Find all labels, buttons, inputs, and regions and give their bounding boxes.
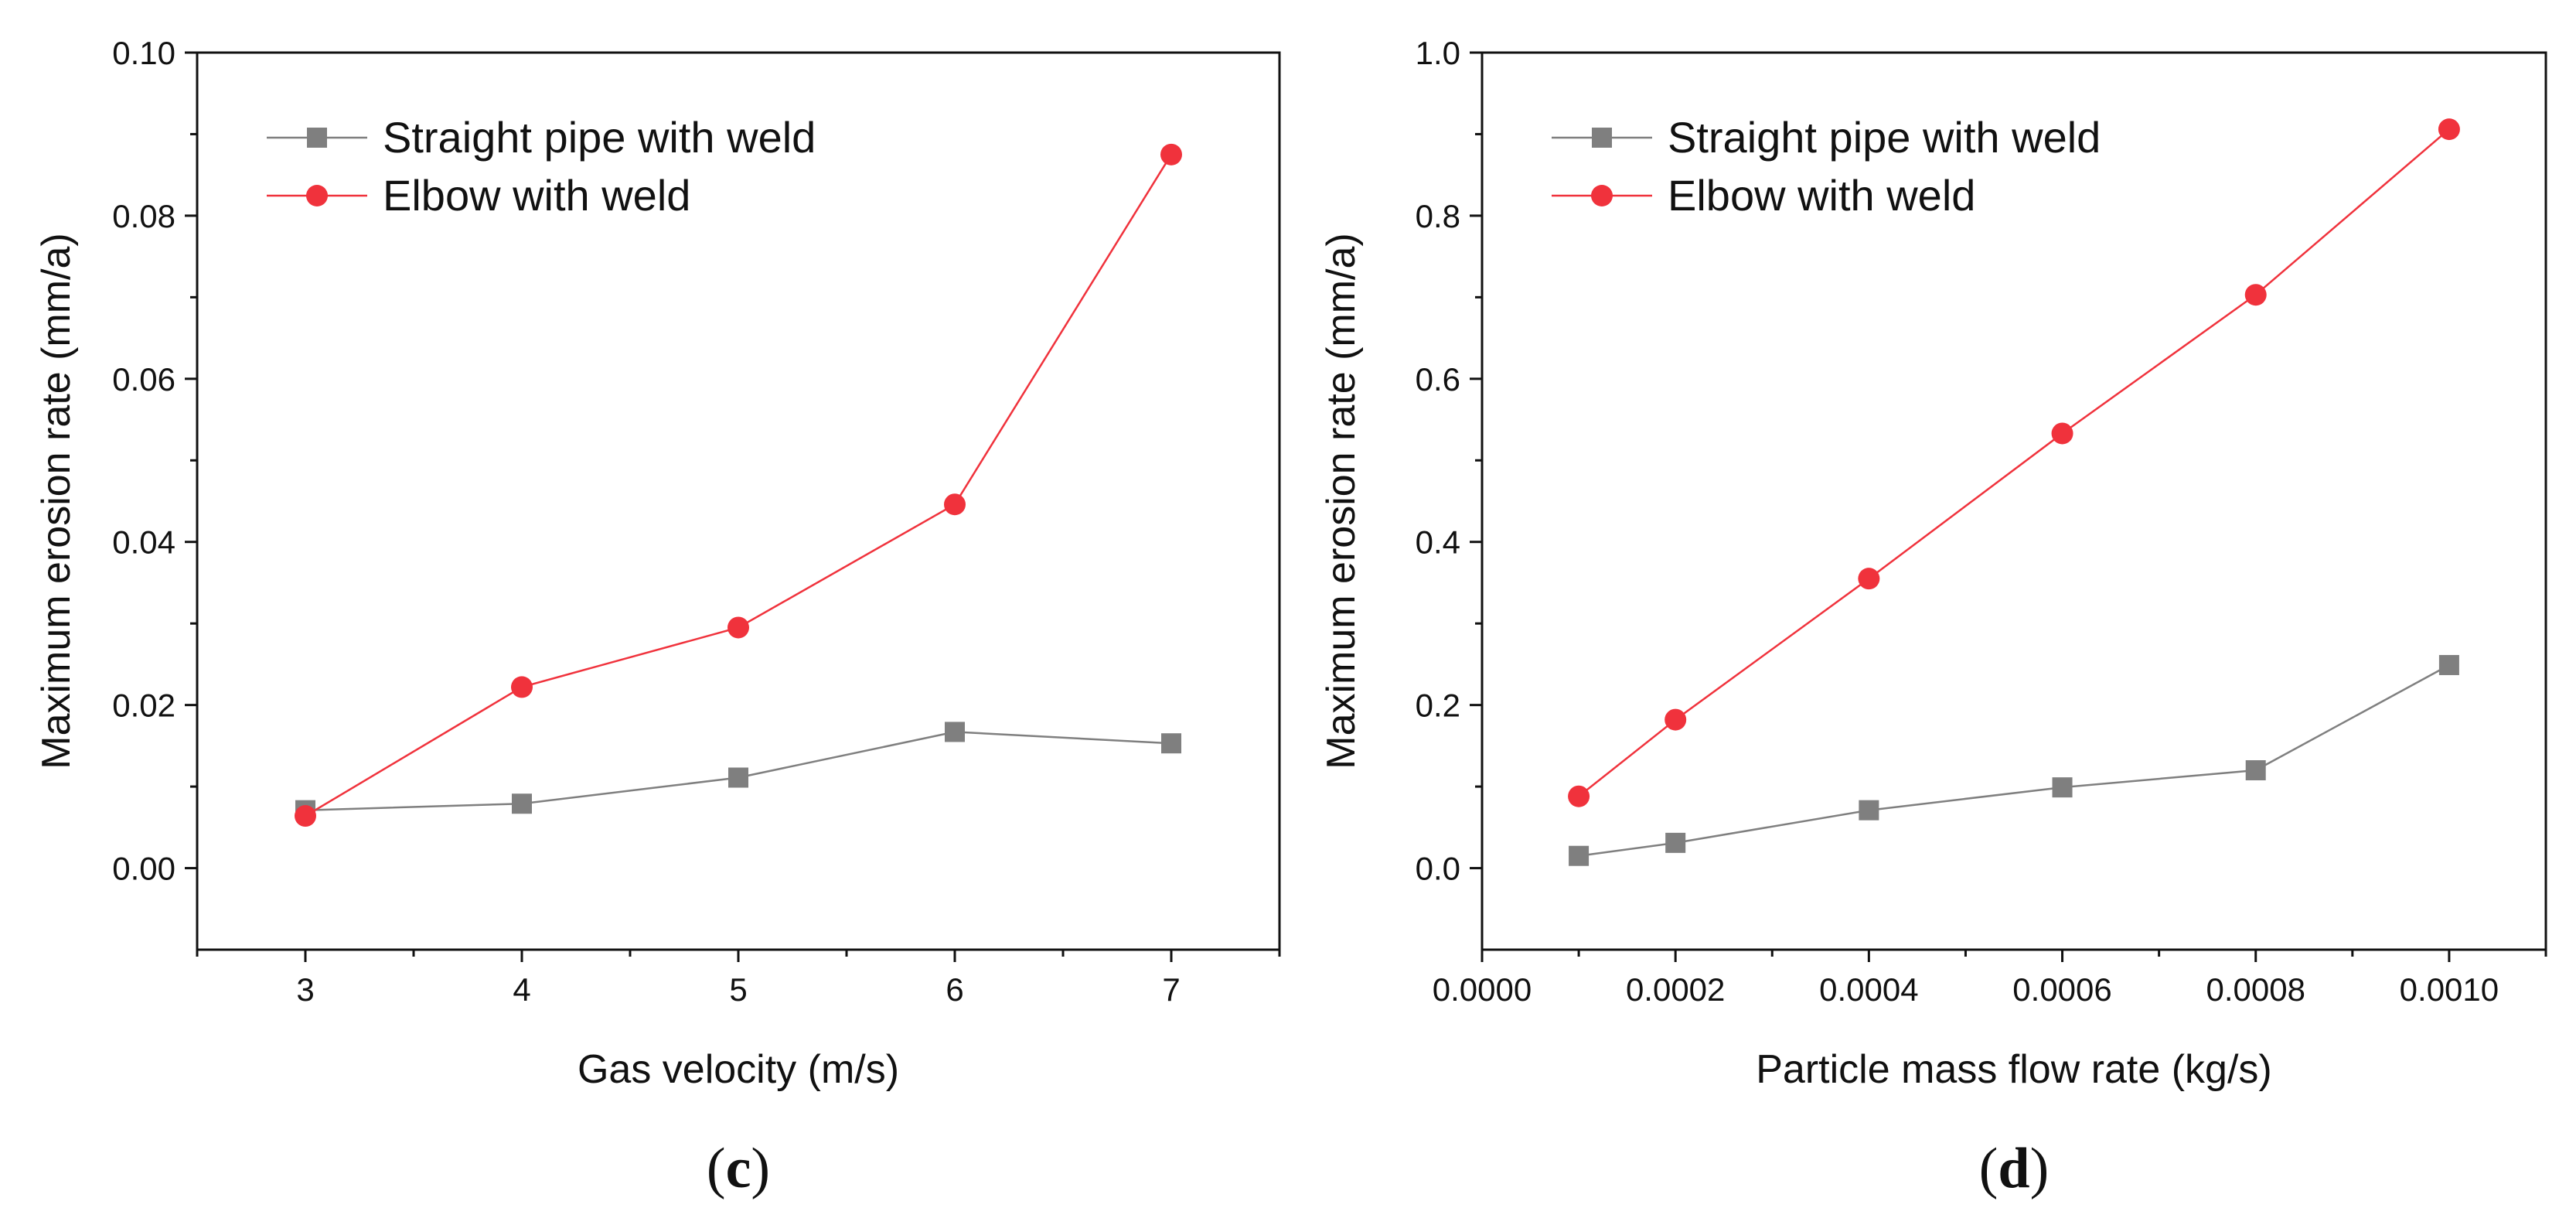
- x-tick-label: 0.0008: [2206, 971, 2305, 1008]
- plot-frame: [1481, 51, 2547, 951]
- y-tick-label: 0.2: [1416, 688, 1460, 724]
- y-axis-title: Maximum erosion rate (mm/a): [1319, 233, 1364, 769]
- data-point-square: [1859, 800, 1879, 821]
- x-tick-label: 6: [946, 971, 963, 1008]
- data-point-circle: [511, 676, 533, 698]
- legend-label: Straight pipe with weld: [1668, 113, 2101, 162]
- data-point-square: [945, 722, 965, 742]
- data-point-square: [2052, 777, 2073, 798]
- data-point-circle: [1568, 785, 1590, 807]
- y-tick-label: 0.6: [1416, 361, 1460, 398]
- data-point-square: [1665, 832, 1686, 853]
- y-tick-label: 0.10: [112, 35, 175, 71]
- data-point-circle: [1160, 143, 1182, 165]
- y-tick-label: 0.04: [112, 524, 175, 561]
- x-tick-label: 0.0002: [1626, 971, 1725, 1008]
- series-line-circle: [305, 154, 1173, 817]
- x-tick-label: 4: [513, 971, 530, 1008]
- x-tick-label: 0.0010: [2400, 971, 2499, 1008]
- y-tick-label: 0.06: [112, 361, 175, 398]
- data-point-circle: [295, 805, 316, 827]
- legend-label: Straight pipe with weld: [383, 113, 816, 162]
- panel-label: (c): [707, 1137, 770, 1200]
- y-tick-label: 0.0: [1416, 851, 1460, 887]
- chart-panel-d: 0.0 0.2 0.4 0.6 0.8 1.0 0.0000 0.0002 0.0004 0.00…: [1319, 35, 2547, 1200]
- x-axis-title: Particle mass flow rate (kg/s): [1756, 1047, 2272, 1092]
- x-tick-label: 3: [296, 971, 314, 1008]
- chart-panel-c: 0.00 0.02 0.04 0.06 0.08 0.10 3 4 5 6 7 Gas velocit…: [34, 35, 1281, 1200]
- x-tick-label: 0.0000: [1433, 971, 1532, 1008]
- y-axis-title: Maximum erosion rate (mm/a): [34, 233, 79, 769]
- data-point-square: [1569, 845, 1590, 866]
- data-point-circle: [944, 493, 966, 516]
- x-tick-label: 5: [729, 971, 747, 1008]
- data-point-circle: [2244, 284, 2267, 306]
- y-tick-label: 0.4: [1416, 524, 1460, 561]
- legend-label: Elbow with weld: [383, 171, 690, 220]
- x-tick-label: 0.0004: [1819, 971, 1918, 1008]
- y-tick-label: 1.0: [1416, 35, 1460, 71]
- data-point-square: [728, 767, 748, 788]
- legend-label: Elbow with weld: [1668, 171, 1975, 220]
- y-tick-label: 0.08: [112, 198, 175, 234]
- series-line-square: [1578, 664, 2450, 857]
- data-point-circle: [2438, 118, 2460, 141]
- x-tick-label: 7: [1162, 971, 1180, 1008]
- data-point-circle: [2051, 422, 2073, 445]
- legend-marker-square: [307, 128, 327, 148]
- legend-marker-circle: [1591, 185, 1613, 206]
- data-point-circle: [1665, 708, 1687, 731]
- y-tick-label: 0.02: [112, 688, 175, 724]
- data-point-square: [1161, 733, 1181, 754]
- legend-marker-square: [1592, 128, 1612, 148]
- legend-marker-circle: [306, 185, 328, 206]
- data-point-square: [2438, 654, 2459, 675]
- plot-frame: [196, 51, 1281, 951]
- y-tick-label: 0.8: [1416, 198, 1460, 234]
- data-point-square: [512, 793, 532, 814]
- series-line-circle: [1578, 128, 2450, 797]
- data-point-square: [2245, 760, 2266, 780]
- y-tick-label: 0.00: [112, 851, 175, 887]
- panel-label: (d): [1979, 1137, 2049, 1200]
- x-tick-label: 0.0006: [2012, 971, 2111, 1008]
- data-point-circle: [1858, 568, 1880, 590]
- data-point-circle: [727, 616, 749, 639]
- x-axis-title: Gas velocity (m/s): [578, 1047, 899, 1092]
